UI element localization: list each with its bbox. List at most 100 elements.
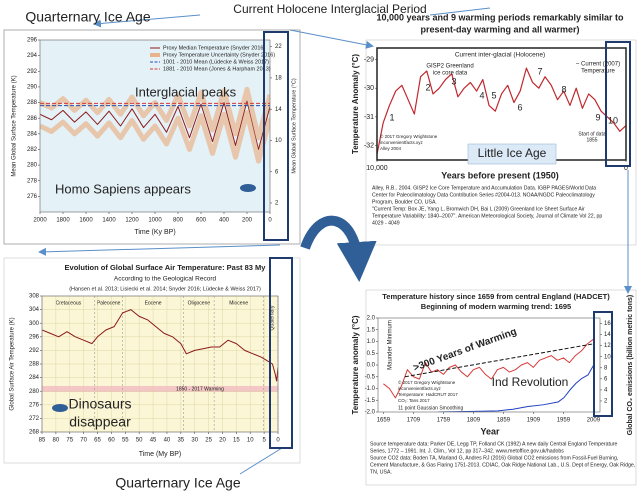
legend-label: 1001 - 2010 Mean (Lüdecke & Weiss 2017): [163, 59, 269, 65]
x-tick-label: 2009: [587, 418, 601, 424]
series-line: [383, 338, 594, 399]
x-tick-label: 40: [164, 438, 171, 444]
legend-label: Proxy Temperature Uncertainty (Snyder 20…: [163, 52, 275, 58]
x-tick-label: 1200: [125, 218, 139, 224]
marker-blob: [240, 184, 256, 192]
x-tick-label: 10: [247, 438, 254, 444]
annotation: inconvenientfacts.xyz: [398, 386, 442, 391]
x-tick-label: 400: [219, 218, 230, 224]
y2-tick-label: 2: [604, 399, 608, 405]
x-tick-label: 1809: [467, 418, 481, 424]
y-tick-label: 296: [29, 334, 40, 340]
annotation: inconvenientfacts.xyz: [380, 140, 424, 145]
arrow: [429, 7, 491, 16]
y-tick-label: -2.0: [365, 410, 376, 416]
y2-tick-label: 2: [275, 201, 279, 207]
x-tick-label: 15: [233, 438, 240, 444]
caption: TN, USA.: [370, 469, 392, 475]
plot-frame: [41, 295, 279, 433]
x-tick-label: 70: [80, 438, 87, 444]
y-tick-label: 284: [29, 375, 40, 381]
caption: Center for Paleoclimatology Data Contrib…: [372, 192, 595, 198]
annotation: 7: [537, 66, 542, 76]
highlight-box: [593, 311, 613, 417]
epoch-label: Quaternary: [269, 305, 275, 331]
x-axis-label: Time (Ky BP): [134, 229, 175, 236]
y-tick-label: 292: [29, 348, 40, 354]
callout-box: [467, 143, 557, 165]
y-tick-label: 300: [29, 321, 40, 327]
y-axis-label: Global Surface Air Temperature (K): [10, 317, 16, 410]
annotation: © 2017 Gregory Wrightstone: [380, 133, 438, 139]
x-axis-label: Time (My BP): [139, 451, 182, 458]
x-tick-label: 200: [242, 218, 253, 224]
annotation: Current inter-glacial (Holocene): [455, 52, 545, 59]
y-tick-label: 268: [29, 430, 40, 436]
caption: Program, Boulder CO, USA.: [372, 199, 437, 205]
x-tick-label: 1959: [557, 418, 571, 424]
y-tick-label: 288: [29, 362, 40, 368]
epoch-label: Miocene: [229, 300, 248, 306]
y-tick-label: 272: [29, 416, 40, 422]
annotation: ~ Current (2007): [576, 62, 620, 68]
annotation: 1850 - 2017 Warming: [176, 386, 224, 392]
epoch-label: Paleocene: [97, 300, 121, 306]
x-axis-label: Years before present (1950): [441, 170, 559, 180]
annotation: Temperature: HadCRUT 2017: [398, 392, 458, 397]
y-tick-label: -30: [364, 85, 374, 92]
arrow: [239, 447, 283, 475]
y-axis-label: Temperature anomaly (°C): [351, 315, 360, 414]
y-tick-label: 304: [29, 307, 40, 313]
caption: Cement Manufacture, & Gas Flaring 1751-2…: [370, 462, 635, 468]
chart-title: Beginning of modern warming trend: 1695: [421, 302, 571, 311]
y-axis-label: Mean Global Surface Temperature (K): [12, 75, 18, 176]
caption: Series, 1772 – 1991. Int. J. Clim., Vol …: [370, 448, 564, 454]
y-tick-label: 288: [27, 100, 38, 106]
annotation: Temperature: [581, 69, 615, 75]
plot-area: [378, 318, 600, 412]
x-tick-label: 800: [173, 218, 184, 224]
y-tick-label: -1.5: [365, 398, 376, 404]
x-tick-label: 85: [39, 438, 46, 444]
y-tick-label: 294: [27, 53, 38, 59]
y-tick-label: 1.5: [367, 327, 376, 333]
x-tick-label: 35: [177, 438, 184, 444]
y-tick-label: 292: [27, 69, 38, 75]
annotation: 11 point Gaussian Smoothing: [398, 405, 463, 411]
x-tick-label: 0: [268, 218, 272, 224]
annotation: GISP2 Greenland: [426, 64, 473, 70]
y2-tick-label: 16: [604, 321, 611, 327]
y-tick-label: 1.0: [367, 339, 376, 345]
caption: Source temperature data: Parker DE, Legg…: [370, 441, 618, 447]
y2-tick-label: 10: [604, 354, 611, 360]
y-tick-label: 278: [27, 178, 38, 184]
y2-tick-label: 8: [604, 365, 608, 371]
x-tick-label: 1659: [377, 418, 391, 424]
series-line: [437, 365, 594, 412]
annotation: 6: [517, 102, 522, 112]
x-tick-label: 75: [66, 438, 73, 444]
x-tick-label: 80: [53, 438, 60, 444]
x-tick-label: 45: [150, 438, 157, 444]
page-label: Current Holocene Interglacial Period: [233, 2, 426, 16]
annotation: Dinosaurs: [68, 396, 131, 412]
x-tick-label: 1800: [56, 218, 70, 224]
y-tick-label: 280: [29, 389, 40, 395]
x-axis-label: Year: [480, 426, 500, 436]
chart-title: 10,000 years and 9 warming periods remar…: [376, 12, 624, 22]
plot-frame: [377, 317, 601, 413]
y2-tick-label: 14: [604, 332, 611, 338]
chart-title: Evolution of Global Surface Air Temperat…: [65, 263, 267, 272]
series-line: [42, 309, 278, 382]
chart-title: Temperature history since 1659 from cent…: [382, 292, 610, 301]
y-tick-label: -31: [364, 114, 374, 121]
annotation: 4: [479, 90, 484, 100]
arrow: [93, 14, 201, 28]
y2-tick-label: 4: [604, 387, 608, 393]
y-tick-label: -0.5: [365, 374, 376, 380]
x-tick-label: 1600: [79, 218, 93, 224]
x-tick-label: 1709: [407, 418, 421, 424]
caption: "Current Temp: Box JE, Yang L, Bromwich …: [372, 206, 585, 212]
caption: Alley, R.B.. 2004. GISP2 Ice Core Temper…: [372, 185, 596, 191]
x-tick-label: 1759: [437, 418, 451, 424]
